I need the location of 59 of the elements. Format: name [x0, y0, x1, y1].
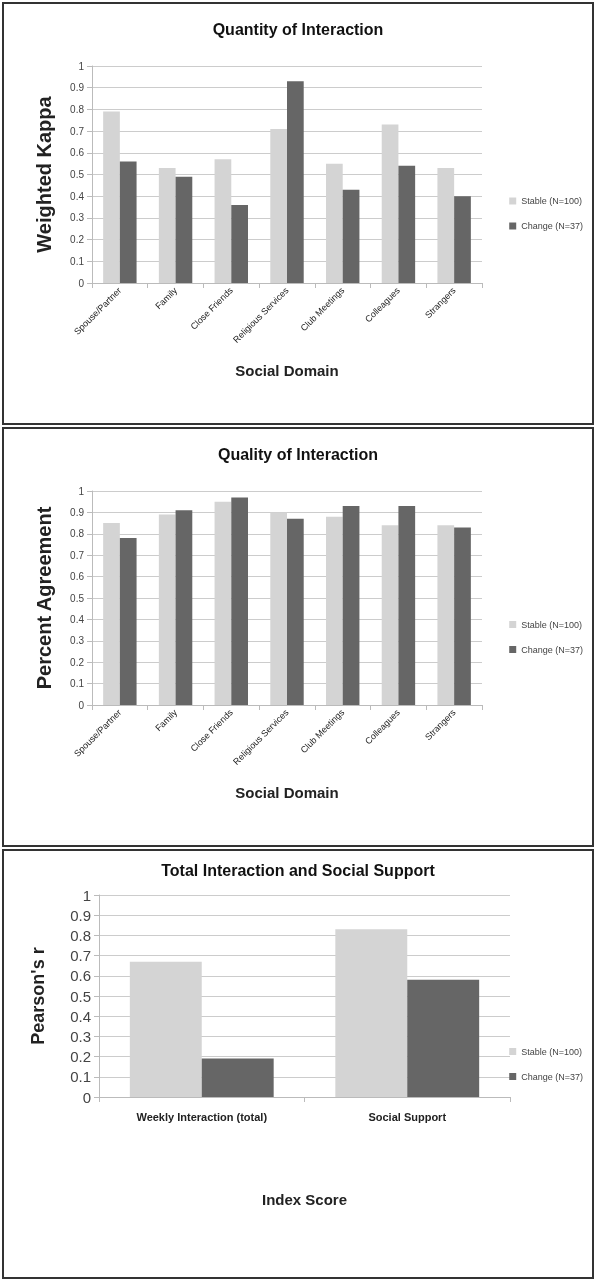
y-axis-title: Percent Agreement [33, 506, 55, 690]
y-tick-label: 0.4 [70, 190, 85, 202]
y-tick-label: 0.6 [70, 147, 85, 159]
bar [119, 161, 137, 283]
bar [398, 165, 416, 283]
bar [201, 1058, 274, 1097]
y-tick-label: 0.1 [70, 1068, 91, 1086]
y-tick-label: 0.5 [70, 987, 91, 1005]
y-tick-label: 0.2 [70, 1048, 91, 1066]
y-tick-label: 0.1 [70, 678, 85, 690]
y-tick-label: 0.1 [70, 255, 85, 267]
y-tick-label: 0.4 [70, 1007, 91, 1025]
y-tick-label: 1 [78, 60, 85, 72]
bar [175, 176, 193, 283]
y-tick-label: 0.8 [70, 528, 85, 540]
y-tick-label: 0 [82, 1088, 91, 1106]
y-tick-label: 0.7 [70, 549, 85, 561]
chart-title: Quantity of Interaction [212, 20, 384, 38]
legend-label: Stable (N=100) [521, 196, 583, 206]
y-tick-label: 0.6 [70, 967, 91, 985]
y-tick-label: 0 [78, 699, 85, 711]
y-tick-label: 0.2 [70, 234, 85, 246]
y-tick-label: 1 [78, 485, 85, 497]
legend-label: Stable (N=100) [521, 619, 583, 630]
y-tick-label: 0.2 [70, 656, 85, 668]
chart-title: Total Interaction and Social Support [161, 861, 436, 879]
y-tick-label: 1 [82, 886, 91, 904]
y-tick-label: 0.3 [70, 1027, 91, 1045]
x-tick-label: Social Support [368, 1110, 447, 1123]
y-tick-label: 0.8 [70, 103, 85, 115]
bar [231, 204, 248, 283]
y-tick-label: 0.7 [70, 947, 91, 965]
y-tick-label: 0.5 [70, 592, 85, 604]
bar [407, 979, 480, 1097]
y-tick-label: 0.8 [70, 926, 91, 944]
bar [342, 189, 360, 283]
x-axis-title: Social Domain [235, 784, 339, 801]
y-tick-label: 0.9 [70, 906, 91, 924]
y-tick-label: 0.3 [70, 635, 85, 647]
x-axis-title: Index Score [261, 1191, 348, 1208]
y-axis-title: Weighted Kappa [33, 95, 55, 253]
y-tick-label: 0.7 [70, 125, 85, 137]
x-axis-title: Social Domain [235, 362, 339, 379]
y-tick-label: 0.9 [70, 82, 85, 94]
y-tick-label: 0.5 [70, 169, 85, 180]
y-tick-label: 0 [78, 277, 85, 289]
y-axis-title: Pearson's r [28, 947, 48, 1045]
bar [287, 81, 304, 283]
legend-label: Change (N=37) [521, 221, 584, 231]
y-tick-label: 0.4 [70, 613, 85, 625]
legend-label: Stable (N=100) [521, 1046, 583, 1057]
legend-label: Change (N=37) [521, 644, 584, 655]
bar [454, 196, 471, 283]
y-tick-label: 0.3 [70, 212, 85, 224]
legend-label: Change (N=37) [521, 1071, 584, 1082]
y-tick-label: 0.6 [70, 571, 85, 583]
x-tick-label: Weekly Interaction (total) [136, 1110, 268, 1123]
y-tick-label: 0.9 [70, 506, 85, 518]
chart-title: Quality of Interaction [217, 445, 379, 463]
